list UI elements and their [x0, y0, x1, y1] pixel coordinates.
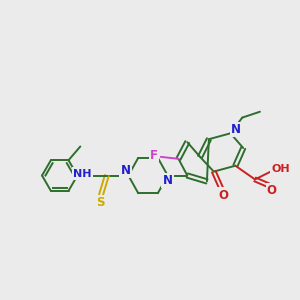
- Text: F: F: [150, 149, 158, 162]
- Text: NH: NH: [73, 169, 92, 178]
- Text: N: N: [231, 123, 242, 136]
- Text: N: N: [163, 174, 173, 187]
- Text: O: O: [267, 184, 277, 197]
- Text: O: O: [219, 189, 229, 202]
- Text: OH: OH: [271, 164, 290, 174]
- Text: N: N: [121, 164, 130, 177]
- Text: S: S: [96, 196, 104, 209]
